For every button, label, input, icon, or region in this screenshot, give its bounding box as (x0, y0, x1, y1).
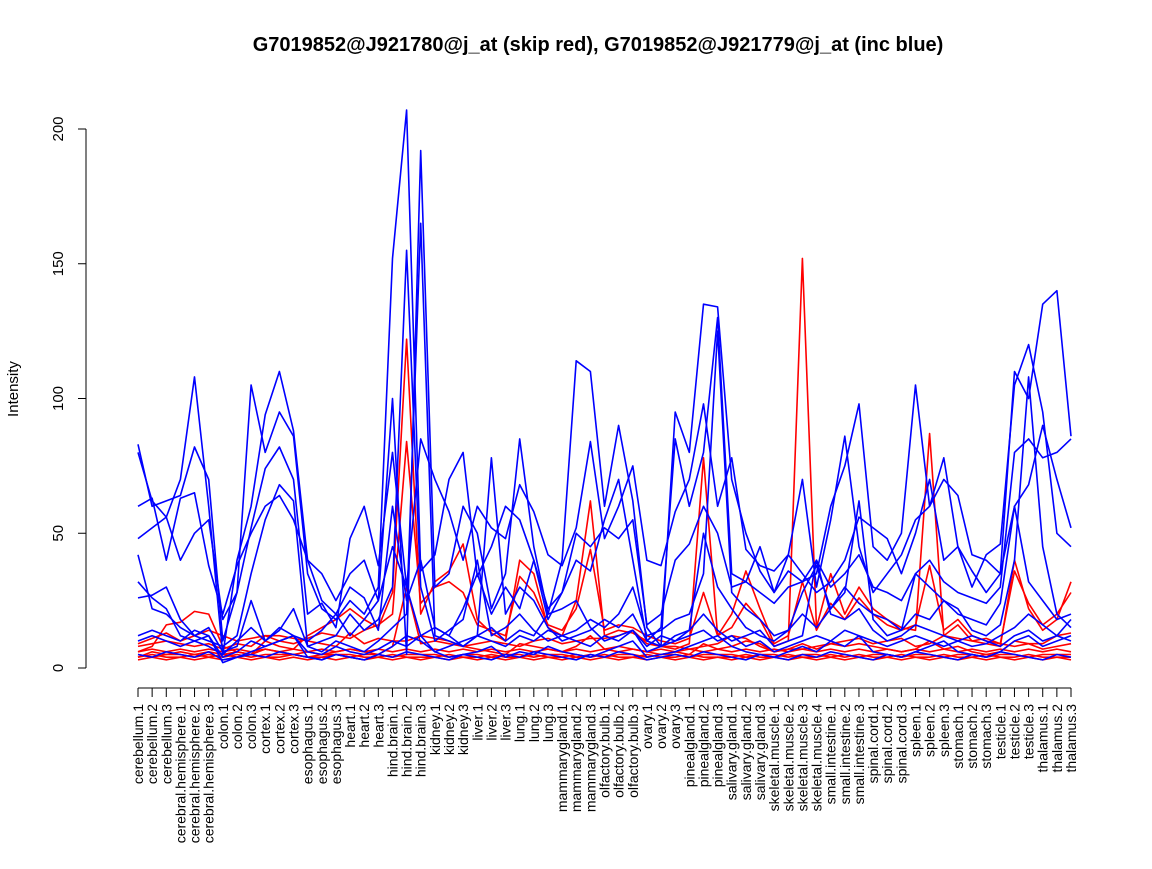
x-tick-label: salivary.gland.3 (752, 704, 768, 800)
x-tick-label: pinealgland.1 (681, 704, 697, 788)
y-axis-label: Intensity (5, 361, 22, 417)
x-tick-label: esophagus.2 (314, 704, 330, 784)
x-tick-label: olfactory.bulb.1 (597, 704, 613, 798)
x-tick-label: cerebellum.2 (144, 704, 160, 784)
x-tick-label: skeletal.muscle.4 (809, 704, 825, 812)
x-tick-label: spinal.cord.1 (865, 704, 881, 784)
x-tick-label: esophagus.3 (328, 704, 344, 784)
x-tick-label: cerebral.hemisphere.2 (187, 704, 203, 844)
x-tick-label: small.intestine.2 (837, 704, 853, 805)
x-tick-label: cerebellum.1 (130, 704, 146, 784)
x-tick-label: thalamus.1 (1035, 704, 1051, 773)
x-tick-label: colon.3 (243, 704, 259, 749)
x-tick-label: salivary.gland.1 (724, 704, 740, 800)
y-tick-label: 200 (50, 116, 67, 141)
x-tick-label: olfactory.bulb.2 (611, 704, 627, 798)
x-tick-label: heart.1 (342, 704, 358, 748)
series-line-inc (137, 634, 1072, 664)
x-tick-label: heart.2 (356, 704, 372, 748)
x-tick-label: small.intestine.1 (823, 704, 839, 805)
x-tick-label: colon.2 (229, 704, 245, 749)
x-tick-label: liver.1 (469, 704, 485, 741)
x-tick-label: testicle.1 (992, 704, 1008, 759)
x-tick-label: olfactory.bulb.3 (625, 704, 641, 798)
x-tick-label: small.intestine.3 (851, 704, 867, 805)
x-tick-label: testicle.3 (1021, 704, 1037, 759)
x-tick-label: pinealgland.2 (695, 704, 711, 788)
x-tick-label: heart.3 (370, 704, 386, 748)
x-tick-label: cerebral.hemisphere.1 (172, 704, 188, 844)
x-axis: cerebellum.1cerebellum.2cerebellum.3cere… (130, 687, 1079, 844)
y-tick-label: 0 (50, 664, 67, 672)
x-tick-label: ovary.2 (653, 704, 669, 749)
series-line-inc (137, 438, 1072, 637)
series-line-skip (137, 440, 1072, 645)
x-tick-label: stomach.3 (978, 704, 994, 769)
x-tick-label: esophagus.1 (300, 704, 316, 784)
x-tick-label: skeletal.muscle.2 (780, 704, 796, 812)
x-tick-label: hind.brain.1 (384, 704, 400, 777)
y-tick-label: 100 (50, 386, 67, 411)
y-tick-label: 150 (50, 251, 67, 276)
x-tick-label: ovary.3 (667, 704, 683, 749)
x-tick-label: ovary.1 (639, 704, 655, 749)
series-layer (137, 109, 1072, 664)
series-line-inc (137, 222, 1072, 656)
x-tick-label: spinal.cord.2 (879, 704, 895, 784)
x-tick-label: skeletal.muscle.1 (766, 704, 782, 812)
x-tick-label: lung.1 (512, 704, 528, 742)
series-line-inc (137, 149, 1072, 656)
series-line-skip (137, 257, 1072, 656)
series-line-inc (137, 650, 1072, 661)
x-tick-label: lung.2 (526, 704, 542, 742)
x-tick-label: spleen.3 (936, 704, 952, 757)
x-tick-label: mammarygland.2 (568, 704, 584, 812)
x-tick-label: spinal.cord.3 (893, 704, 909, 784)
y-axis: 0 50 100 150 200 (50, 116, 87, 672)
x-tick-label: cortex.2 (271, 704, 287, 754)
x-tick-label: spleen.1 (908, 704, 924, 757)
series-line-inc (137, 403, 1072, 629)
x-tick-label: stomach.1 (950, 704, 966, 769)
x-tick-label: mammarygland.3 (582, 704, 598, 812)
x-tick-label: salivary.gland.2 (738, 704, 754, 800)
x-tick-label: spleen.2 (922, 704, 938, 757)
x-tick-label: thalamus.2 (1049, 704, 1065, 773)
x-tick-label: lung.3 (540, 704, 556, 742)
chart-title: G7019852@J921780@j_at (skip red), G70198… (253, 34, 944, 56)
x-tick-label: kidney.3 (455, 704, 471, 755)
x-tick-label: skeletal.muscle.3 (794, 704, 810, 812)
x-tick-label: colon.1 (215, 704, 231, 749)
x-tick-label: pinealgland.3 (710, 704, 726, 788)
x-tick-label: cortex.3 (286, 704, 302, 754)
x-tick-label: mammarygland.1 (554, 704, 570, 812)
x-tick-label: kidney.1 (427, 704, 443, 755)
series-line-skip (137, 629, 1072, 653)
x-tick-label: liver.3 (498, 704, 514, 741)
y-tick-label: 50 (50, 525, 67, 542)
x-tick-label: hind.brain.2 (399, 704, 415, 777)
x-tick-label: stomach.2 (964, 704, 980, 769)
x-tick-label: hind.brain.3 (413, 704, 429, 777)
x-tick-label: thalamus.3 (1063, 704, 1079, 773)
x-tick-label: testicle.2 (1006, 704, 1022, 759)
x-tick-label: kidney.2 (441, 704, 457, 755)
x-tick-label: cortex.1 (257, 704, 273, 754)
x-tick-label: cerebral.hemisphere.3 (201, 704, 217, 844)
x-tick-label: cerebellum.3 (158, 704, 174, 784)
series-line-inc (137, 249, 1072, 648)
x-tick-label: liver.2 (483, 704, 499, 741)
